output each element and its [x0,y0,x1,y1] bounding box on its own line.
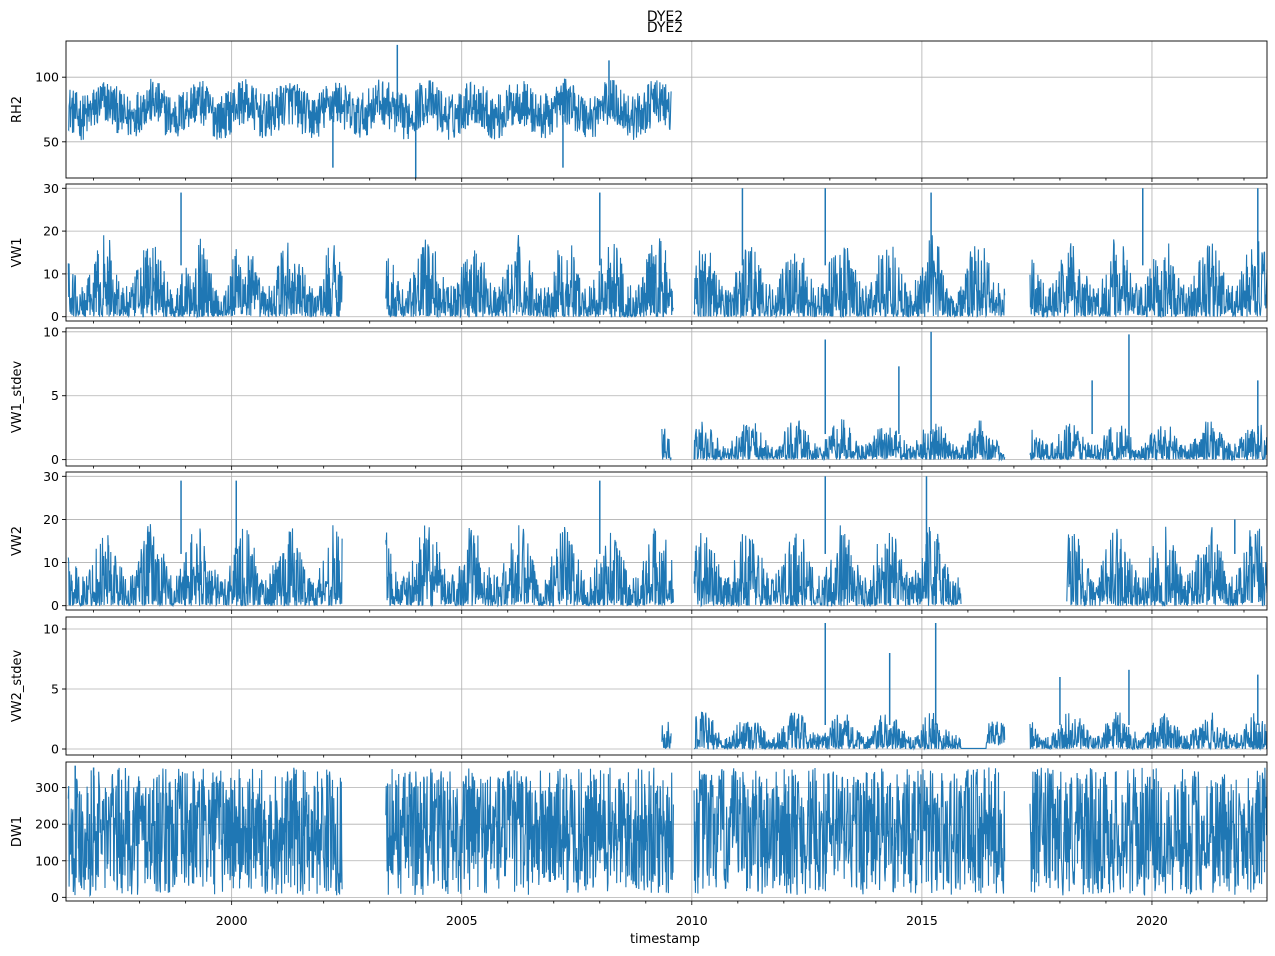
series-segment [661,428,672,462]
y-tick-label: 0 [51,890,59,905]
y-axis-label: DW1 [10,816,25,847]
series-segment [961,721,1006,749]
y-tick-label: 300 [35,780,59,795]
x-tick-label: 2020 [1136,913,1168,928]
series-segment [1029,712,1267,751]
axes-frame [65,471,1268,611]
y-tick-label: 20 [43,224,59,239]
axes-frame [65,761,1268,902]
y-axis-label: VW1 [10,237,25,267]
y-tick-label: 100 [35,853,59,868]
subplot-vw1_stdev: 0 5 10 VW1_stdev [10,324,1268,470]
y-tick-label: 30 [43,181,59,196]
x-axis-label: timestamp [630,932,700,947]
series-vw2_stdev [661,623,1267,751]
series-segment [1029,421,1267,462]
y-tick-label: 10 [43,555,59,570]
series-segment [693,525,962,608]
series-segment [693,235,1006,319]
series-segment [385,234,674,319]
series-segment [1029,239,1267,319]
y-tick-label: 20 [43,512,59,527]
y-tick-label: 50 [43,134,59,149]
subplot-vw2: 0 10 20 30 VW2 [10,469,1268,614]
y-axis-label: VW2_stdev [10,650,25,723]
y-tick-label: 0 [51,742,59,757]
series-segment [661,721,672,749]
x-tick-label: 2005 [446,913,478,928]
figure-suptitle: DYE2 [647,9,683,25]
y-axis-label: VW1_stdev [10,361,25,434]
axes-frame [65,616,1268,756]
y-tick-label: 10 [43,622,59,637]
series-segment [67,767,343,898]
series-segment [67,524,343,608]
y-tick-label: 30 [43,469,59,484]
subplot-rh2: 50 100 RH2 [10,40,1268,182]
subplot-dw1: 0 100 200 300 DW1 2000 2005 2010 2015 2020 [10,761,1268,928]
y-tick-label: 10 [43,266,59,281]
series-segment [1066,526,1267,607]
subplot-vw1: 0 10 20 30 VW1 [10,181,1268,325]
series-rh2 [67,44,672,178]
y-tick-label: 0 [51,452,59,467]
y-tick-label: 100 [35,70,59,85]
series-segment [67,78,672,141]
axes-frame [65,327,1268,467]
y-axis-label: VW2 [10,526,25,556]
series-segment [1029,767,1267,896]
x-tick-label: 2010 [676,913,708,928]
subplots: 50100RH20102030VW10510VW1_stdev0102030VW… [10,40,1268,928]
series-dw1 [67,765,1267,898]
x-tick-label: 2000 [216,913,248,928]
y-tick-label: 5 [51,388,59,403]
series-segment [67,235,343,319]
x-tick-label: 2015 [906,913,938,928]
y-tick-label: 10 [43,324,59,339]
y-tick-label: 0 [51,598,59,613]
series-vw1 [67,188,1267,319]
y-tick-label: 200 [35,817,59,832]
y-axis-label: RH2 [10,96,25,123]
axes-frame [65,183,1268,322]
series-segment [385,525,674,608]
series-vw2 [67,476,1267,608]
axes-frame [65,40,1268,179]
y-tick-label: 5 [51,682,59,697]
subplot-vw2_stdev: 0 5 10 VW2_stdev [10,616,1268,759]
series-segment [385,767,674,896]
series-segment [693,767,1006,895]
series-vw1_stdev [661,331,1267,462]
figure-title: DYE2 [647,20,683,36]
series-segment [693,419,1006,462]
y-tick-label: 0 [51,309,59,324]
series-segment [694,711,962,751]
